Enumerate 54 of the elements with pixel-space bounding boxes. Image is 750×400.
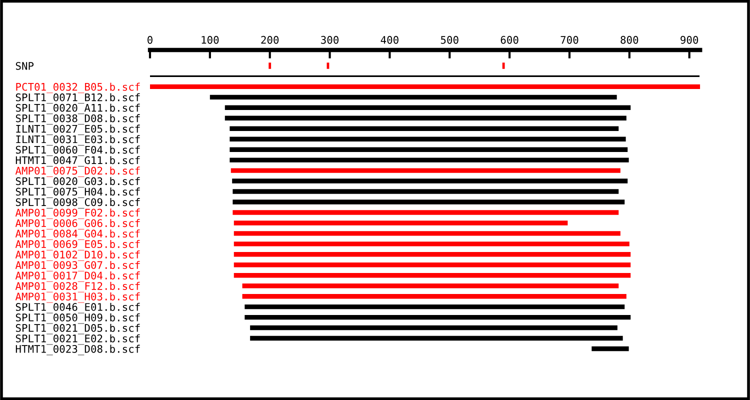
bar [224, 105, 631, 110]
bar [224, 116, 626, 120]
y-tick-label: AMP01_0031_H03.b.scf [15, 292, 140, 303]
bar [230, 158, 629, 162]
y-tick-label: AMP01_0102_D10.b.scf [15, 250, 140, 261]
y-tick-label: SPLT1_0060_F04.b.scf [16, 146, 140, 156]
x-tick-label: 200 [261, 36, 279, 44]
y-tick-label: AMP01_0075_D02.b.scf [15, 166, 140, 177]
y-tick-label: AMP01_0017_D04.b.scf [15, 271, 140, 282]
y-tick-label: AMP01_0093_G07.b.scf [15, 260, 140, 272]
y-tick-label: ILNT1_0031_E03.b.scf [16, 135, 140, 146]
x-tick-label: 800 [620, 36, 638, 44]
x-tick-label: 600 [500, 36, 518, 44]
bar [244, 304, 625, 310]
y-tick-label: PCT01_0032_B05.b.scf [16, 82, 140, 94]
bar [232, 178, 628, 184]
x-tick-label: 100 [202, 36, 219, 44]
x-tick-label: 300 [321, 36, 339, 44]
y-tick-label: SPLT1_0020_A11.b.scf [16, 104, 140, 114]
y-tick-label: SNP [16, 62, 34, 70]
x-tick-label: 500 [440, 36, 458, 44]
bar [210, 94, 617, 100]
bar [230, 126, 619, 131]
y-tick-label: SPLT1_0075_H04.b.scf [16, 188, 140, 198]
x-tick-label: 0 [148, 36, 152, 44]
y-tick-label: SPLT1_0071_B12.b.scf [16, 93, 140, 104]
bar [268, 62, 272, 69]
y-tick-label: SPLT1_0046_E01.b.scf [16, 302, 140, 314]
y-tick-label: AMP01_0084_G04.b.scf [15, 229, 140, 240]
bar [232, 200, 625, 204]
y-tick-label: SPLT1_0038_D08.b.scf [16, 114, 140, 125]
y-tick-label: SPLT1_0050_H09.b.scf [16, 313, 140, 324]
bar [250, 336, 623, 341]
y-tick-label: AMP01_0028_F12.b.scf [15, 282, 140, 292]
x-tick-label: 700 [560, 36, 578, 44]
y-tick-label: HTMT1_0023_D08.b.scf [16, 344, 140, 356]
y-tick-label: HTMT1_0047_G11.b.scf [16, 156, 140, 166]
y-tick-label: AMP01_0006_G06.b.scf [15, 219, 140, 230]
y-tick-label: SPLT1_0021_E02.b.scf [16, 334, 140, 345]
bar [230, 147, 628, 152]
bar [592, 346, 629, 352]
x-tick-label: 400 [380, 36, 398, 44]
bar [502, 62, 505, 69]
bar [232, 189, 619, 194]
bar [244, 314, 631, 320]
y-tick-label: SPLT1_0098_C09.b.scf [16, 198, 140, 208]
x-tick-label: 900 [680, 36, 698, 44]
y-tick-label: SPLT1_0020_G03.b.scf [16, 177, 140, 188]
y-tick-label: ILNT1_0027_E05.b.scf [16, 124, 140, 136]
y-tick-label: SPLT1_0021_D05.b.scf [16, 324, 140, 334]
y-tick-label: AMP01_0069_E05.b.scf [15, 240, 140, 250]
y-tick-label: AMP01_0099_F02.b.scf [15, 208, 140, 219]
bar [250, 325, 618, 330]
bar [230, 136, 626, 142]
